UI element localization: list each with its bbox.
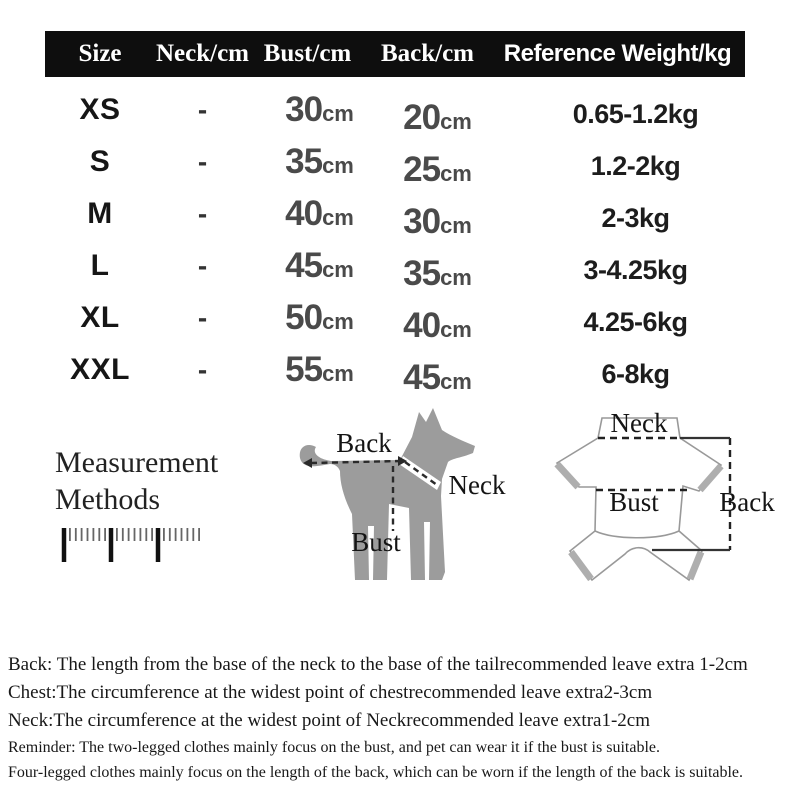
back-cell: 30cm	[375, 202, 500, 242]
garment-back-label: Back	[719, 487, 775, 517]
header-neck: Neck/cm	[155, 40, 250, 67]
table-row-m: M - 40cm 30cm 2-3kg	[45, 188, 745, 242]
neck-cell: -	[197, 302, 208, 333]
bust-unit: cm	[322, 309, 354, 334]
back-value: 40	[403, 306, 441, 345]
back-cell: 25cm	[375, 150, 500, 190]
table-row-s: S - 35cm 25cm 1.2-2kg	[45, 136, 745, 190]
bust-value: 55	[285, 350, 323, 389]
garment-bust-label: Bust	[609, 487, 659, 517]
back-cell: 35cm	[375, 254, 500, 294]
dog-silhouette	[299, 408, 475, 580]
dog-back-label: Back	[336, 428, 392, 458]
measurement-methods-block: Measurement Methods	[55, 444, 218, 518]
header-back: Back/cm	[380, 40, 475, 67]
back-value: 20	[403, 98, 441, 137]
neck-cell: -	[197, 198, 208, 229]
bust-cell: 40cm	[262, 194, 377, 234]
left-sleeve-cuff	[554, 461, 581, 490]
bust-cell: 45cm	[262, 246, 377, 286]
note-neck: Neck:The circumference at the widest poi…	[8, 710, 651, 731]
back-unit: cm	[440, 317, 472, 342]
left-leg-cuff	[568, 549, 594, 582]
back-cell: 20cm	[375, 98, 500, 138]
back-value: 25	[403, 150, 441, 189]
back-value: 30	[403, 202, 441, 241]
dog-bust-label: Bust	[351, 527, 401, 557]
note-four-legged: Four-legged clothes mainly focus on the …	[8, 764, 744, 781]
size-cell: XS	[79, 93, 121, 126]
size-cell: M	[87, 197, 113, 230]
bust-unit: cm	[322, 205, 354, 230]
note-reminder: Reminder: The two-legged clothes mainly …	[8, 739, 660, 756]
table-row-l: L - 45cm 35cm 3-4.25kg	[45, 240, 745, 294]
neck-cell: -	[197, 94, 208, 125]
header-size: Size	[78, 40, 122, 67]
bust-unit: cm	[322, 153, 354, 178]
table-row-xxl: XXL - 55cm 45cm 6-8kg	[45, 344, 745, 398]
back-cell: 40cm	[375, 306, 500, 346]
neck-cell: -	[197, 146, 208, 177]
bust-unit: cm	[322, 361, 354, 386]
back-measure-line	[310, 459, 402, 465]
bust-value: 50	[285, 298, 323, 337]
size-cell: L	[90, 249, 110, 282]
neck-cell: -	[197, 354, 208, 385]
bust-value: 45	[285, 246, 323, 285]
size-table: XS - 30cm 20cm 0.65-1.2kg S - 35cm 25cm …	[45, 84, 745, 398]
bust-value: 35	[285, 142, 323, 181]
back-value: 35	[403, 254, 441, 293]
measurement-notes: Back: The length from the base of the ne…	[8, 651, 798, 785]
weight-cell: 0.65-1.2kg	[572, 98, 699, 129]
right-leg-cuff	[686, 550, 705, 581]
bust-unit: cm	[322, 257, 354, 282]
table-header: Size Neck/cm Bust/cm Back/cm Reference W…	[45, 31, 745, 77]
measurement-methods-title-line1: Measurement	[55, 446, 219, 479]
back-unit: cm	[440, 161, 472, 186]
back-unit: cm	[440, 265, 472, 290]
bust-cell: 50cm	[262, 298, 377, 338]
note-chest: Chest:The circumference at the widest po…	[8, 682, 653, 703]
right-sleeve-cuff	[697, 463, 724, 493]
bust-value: 30	[285, 90, 323, 129]
bust-cell: 55cm	[262, 350, 377, 390]
back-cell: 45cm	[375, 358, 500, 398]
measurement-methods-title-line2: Methods	[55, 483, 160, 516]
size-cell: XXL	[70, 353, 130, 386]
garment-outline	[554, 417, 732, 582]
weight-cell: 3-4.25kg	[583, 254, 688, 285]
size-cell: S	[89, 145, 111, 178]
ruler-icon	[61, 528, 201, 562]
bust-unit: cm	[322, 101, 354, 126]
weight-cell: 6-8kg	[601, 358, 670, 389]
header-bust: Bust/cm	[263, 40, 352, 67]
bust-cell: 30cm	[262, 90, 377, 130]
dog-neck-label: Neck	[448, 470, 506, 500]
back-unit: cm	[440, 213, 472, 238]
back-unit: cm	[440, 369, 472, 394]
back-unit: cm	[440, 109, 472, 134]
weight-cell: 2-3kg	[601, 202, 670, 233]
bust-cell: 35cm	[262, 142, 377, 182]
bust-value: 40	[285, 194, 323, 233]
table-row-xl: XL - 50cm 40cm 4.25-6kg	[45, 292, 745, 346]
garment-neck-label: Neck	[610, 408, 668, 438]
size-cell: XL	[80, 301, 120, 334]
neck-cell: -	[197, 250, 208, 281]
table-row-xs: XS - 30cm 20cm 0.65-1.2kg	[45, 84, 745, 138]
back-value: 45	[403, 358, 441, 397]
neck-measure-line	[404, 461, 438, 486]
note-back: Back: The length from the base of the ne…	[8, 654, 748, 675]
weight-cell: 4.25-6kg	[583, 306, 688, 337]
weight-cell: 1.2-2kg	[590, 150, 681, 181]
header-weight: Reference Weight/kg	[503, 40, 732, 67]
